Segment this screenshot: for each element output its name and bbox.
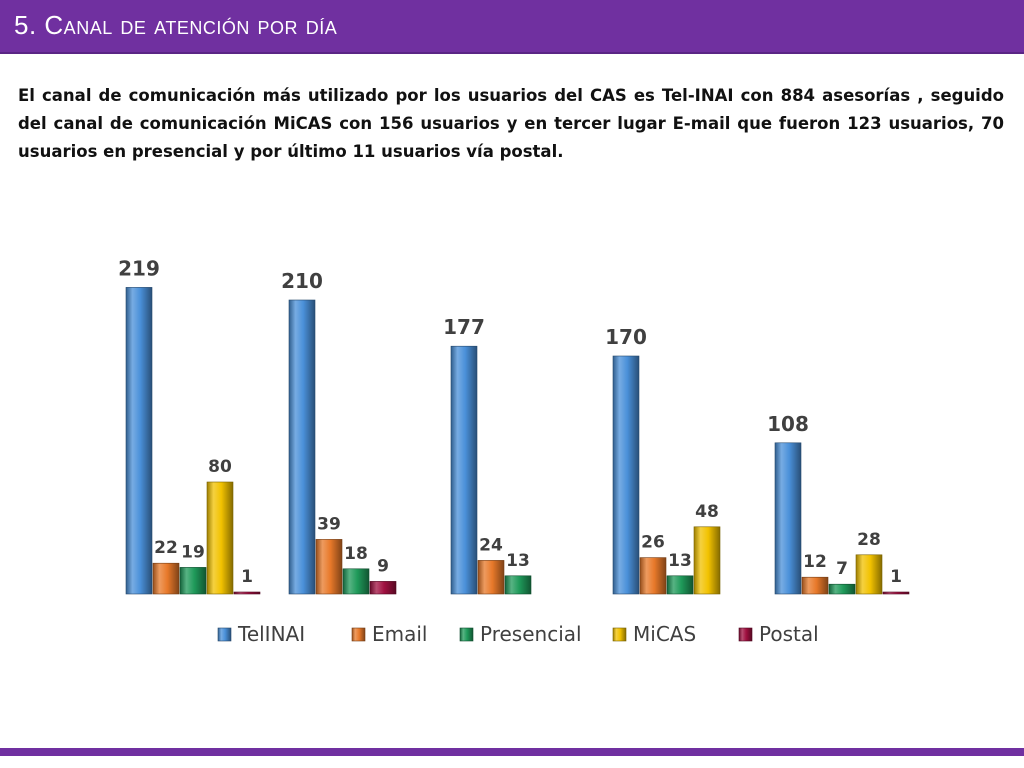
value-label-presencial-1: 19 — [181, 542, 205, 562]
bar-micas-5 — [855, 554, 883, 595]
title-bar: 5. Canal de atención por día — [0, 0, 1024, 54]
legend-swatch-telinai — [217, 627, 232, 642]
bar-presencial-2 — [342, 568, 370, 595]
chart-container: 219 22 19 80 1 210 39 18 9 177 24 13 170 26 13 48 108 12 7… — [0, 200, 1024, 670]
bar-postal-1 — [233, 591, 261, 595]
legend-label-telinai: TelINAI — [237, 622, 305, 646]
bottom-bar — [0, 748, 1024, 756]
value-label-email-4: 26 — [641, 533, 665, 553]
value-label-micas-5: 28 — [857, 530, 881, 550]
bar-telinai-3 — [450, 345, 478, 595]
value-label-presencial-5: 7 — [836, 559, 848, 579]
legend-label-postal: Postal — [759, 622, 819, 646]
page-title: 5. Canal de atención por día — [14, 10, 338, 40]
value-label-postal-2: 9 — [377, 556, 389, 576]
bar-presencial-5 — [828, 583, 856, 595]
bar-presencial-3 — [504, 575, 532, 595]
value-label-telinai-2: 210 — [281, 269, 323, 293]
bar-telinai-1 — [125, 287, 153, 595]
legend-swatch-presencial — [459, 627, 474, 642]
value-label-micas-4: 48 — [695, 502, 719, 522]
bar-telinai-2 — [288, 299, 316, 595]
value-label-telinai-1: 219 — [118, 256, 160, 280]
value-label-postal-1: 1 — [241, 567, 253, 587]
bar-telinai-4 — [612, 355, 640, 595]
value-label-email-1: 22 — [154, 538, 178, 558]
value-label-email-5: 12 — [803, 552, 827, 572]
legend-swatch-email — [351, 627, 366, 642]
bar-telinai-5 — [774, 442, 802, 595]
bar-presencial-1 — [179, 567, 207, 595]
bar-email-1 — [152, 562, 180, 595]
value-label-presencial-4: 13 — [668, 551, 692, 571]
value-label-micas-1: 80 — [208, 457, 232, 477]
legend-label-presencial: Presencial — [480, 622, 582, 646]
bar-postal-5 — [882, 591, 910, 595]
bar-email-2 — [315, 539, 343, 595]
bar-email-4 — [639, 557, 667, 595]
value-label-presencial-2: 18 — [344, 544, 368, 564]
description-text: El canal de comunicación más utilizado p… — [18, 86, 1004, 161]
legend-swatch-micas — [612, 627, 627, 642]
bar-presencial-4 — [666, 575, 694, 595]
bar-email-5 — [801, 576, 829, 595]
value-label-postal-5: 1 — [890, 567, 902, 587]
legend-label-email: Email — [372, 622, 428, 646]
legend-label-micas: MiCAS — [633, 622, 696, 646]
value-label-presencial-3: 13 — [506, 551, 530, 571]
bar-micas-4 — [693, 526, 721, 595]
bar-postal-2 — [369, 581, 397, 595]
value-label-telinai-3: 177 — [443, 315, 485, 339]
bar-micas-1 — [206, 481, 234, 595]
legend-swatch-postal — [738, 627, 753, 642]
value-label-telinai-4: 170 — [605, 325, 647, 349]
value-label-email-3: 24 — [479, 535, 503, 555]
bar-email-3 — [477, 560, 505, 595]
value-label-telinai-5: 108 — [767, 412, 809, 436]
value-label-email-2: 39 — [317, 514, 341, 534]
